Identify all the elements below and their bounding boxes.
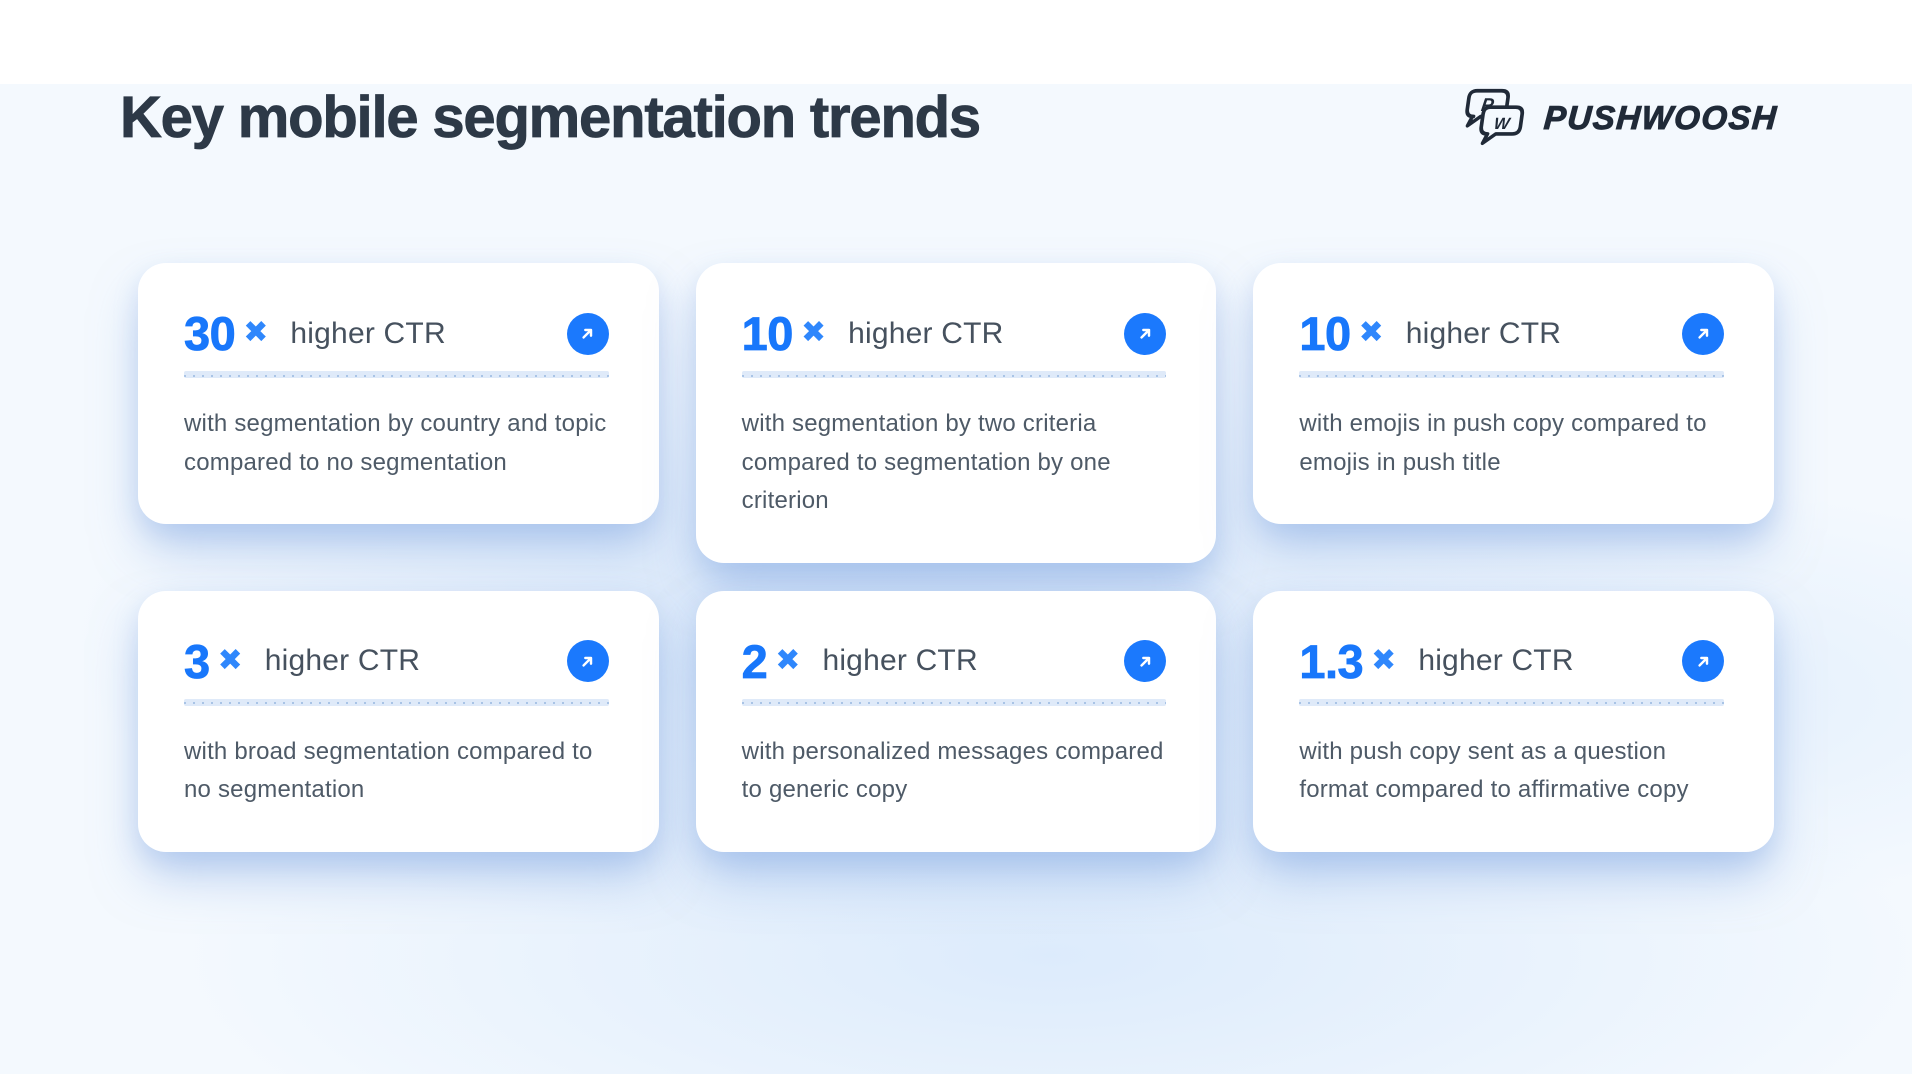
pushwoosh-brand: P W PUSHWOOSH xyxy=(1456,87,1780,149)
stat-description: with personalized messages compared to g… xyxy=(741,737,1164,804)
stat-description: with push copy sent as a question format… xyxy=(1299,737,1689,804)
stat-value: 2 xyxy=(741,634,768,688)
stat-card-10x-criteria: 10 ✖ higher CTR with segmentation by two… xyxy=(695,263,1217,563)
dotted-divider xyxy=(184,698,609,706)
header: Key mobile segmentation trends P W PUSHW… xyxy=(120,84,1780,151)
stat-card-30x: 30 ✖ higher CTR with segmentation by cou… xyxy=(138,263,659,525)
times-symbol: ✖ xyxy=(243,316,269,350)
stat-card-3x: 3 ✖ higher CTR with broad segmentation c… xyxy=(138,590,659,852)
times-symbol: ✖ xyxy=(217,643,243,677)
stat-description: with segmentation by two criteria compar… xyxy=(741,410,1111,515)
stat-row: 30 ✖ higher CTR xyxy=(184,307,609,360)
dotted-divider xyxy=(184,371,609,379)
stat-value: 10 xyxy=(1299,307,1352,360)
dotted-divider xyxy=(1299,698,1724,706)
stat-description: with broad segmentation compared to no s… xyxy=(184,737,593,804)
stat-label: higher CTR xyxy=(290,316,446,350)
brand-wordmark: PUSHWOOSH xyxy=(1543,98,1780,136)
stat-description: with emojis in push copy compared to emo… xyxy=(1299,410,1707,476)
times-symbol: ✖ xyxy=(1371,643,1397,677)
stat-headline: 3 ✖ higher CTR xyxy=(184,634,421,688)
stat-label: higher CTR xyxy=(264,644,421,678)
stat-card-1-3x: 1.3 ✖ higher CTR with push copy sent as … xyxy=(1253,590,1774,852)
arrow-up-right-icon xyxy=(582,656,593,667)
stat-row: 1.3 ✖ higher CTR xyxy=(1299,634,1724,688)
stat-label: higher CTR xyxy=(848,316,1004,350)
dotted-divider xyxy=(1299,371,1724,379)
stat-cards-grid: 30 ✖ higher CTR with segmentation by cou… xyxy=(138,263,1774,852)
arrow-up-right-icon xyxy=(1697,656,1708,667)
stat-description: with segmentation by country and topic c… xyxy=(184,410,607,476)
stat-headline: 1.3 ✖ higher CTR xyxy=(1299,634,1574,688)
stat-label: higher CTR xyxy=(822,644,978,678)
arrow-up-right-button[interactable] xyxy=(1682,312,1724,355)
stat-card-2x: 2 ✖ higher CTR with personalized message… xyxy=(695,590,1217,852)
arrow-up-right-icon xyxy=(1140,656,1151,667)
arrow-up-right-button[interactable] xyxy=(1124,312,1167,355)
times-symbol: ✖ xyxy=(775,643,801,677)
dotted-divider xyxy=(741,371,1167,379)
stat-headline: 30 ✖ higher CTR xyxy=(184,307,446,360)
stat-headline: 2 ✖ higher CTR xyxy=(741,634,978,688)
arrow-up-right-button[interactable] xyxy=(1124,640,1167,683)
stat-headline: 10 ✖ higher CTR xyxy=(741,307,1004,360)
stat-card-10x-emojis: 10 ✖ higher CTR with emojis in push copy… xyxy=(1253,263,1774,525)
stat-row: 2 ✖ higher CTR xyxy=(741,634,1167,688)
arrow-up-right-button[interactable] xyxy=(566,640,609,683)
stat-row: 10 ✖ higher CTR xyxy=(1299,307,1724,360)
page-title: Key mobile segmentation trends xyxy=(120,85,982,151)
infographic-canvas: Key mobile segmentation trends P W PUSHW… xyxy=(0,84,1912,1074)
arrow-up-right-icon xyxy=(582,328,593,339)
arrow-up-right-icon xyxy=(1140,328,1151,339)
stat-value: 30 xyxy=(184,307,237,360)
times-symbol: ✖ xyxy=(800,316,827,350)
times-symbol: ✖ xyxy=(1358,316,1384,350)
logo-letter-w: W xyxy=(1493,113,1513,132)
dotted-divider xyxy=(741,698,1167,706)
stat-row: 3 ✖ higher CTR xyxy=(184,634,609,688)
arrow-up-right-icon xyxy=(1697,328,1708,339)
arrow-up-right-button[interactable] xyxy=(1682,640,1724,683)
stat-value: 3 xyxy=(184,634,211,688)
stat-row: 10 ✖ higher CTR xyxy=(741,307,1167,360)
pushwoosh-speech-bubbles-icon: P W xyxy=(1465,88,1525,145)
arrow-up-right-button[interactable] xyxy=(566,312,609,355)
stat-label: higher CTR xyxy=(1405,316,1562,350)
stat-value: 1.3 xyxy=(1299,634,1364,688)
stat-headline: 10 ✖ higher CTR xyxy=(1299,307,1562,360)
stat-value: 10 xyxy=(741,307,794,360)
stat-label: higher CTR xyxy=(1418,644,1574,678)
